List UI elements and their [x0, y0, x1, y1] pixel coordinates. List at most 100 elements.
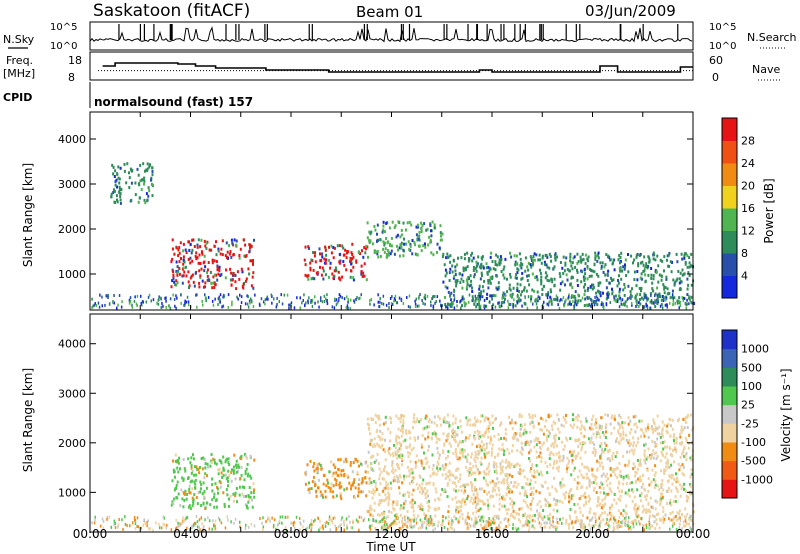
velocity-cell — [588, 426, 591, 430]
power-ground-cell — [555, 294, 558, 298]
power-cell — [571, 261, 574, 265]
velocity-cell — [428, 520, 431, 524]
velocity-cell — [654, 499, 657, 503]
power-cell — [402, 254, 405, 258]
velocity-cell — [544, 497, 547, 501]
velocity-cell — [479, 420, 482, 423]
velocity-cell — [557, 465, 560, 469]
power-cell — [453, 274, 456, 278]
velocity-cell — [344, 457, 347, 461]
power-cell — [475, 305, 478, 309]
power-ground-cell — [414, 305, 417, 308]
power-ground-cell — [239, 293, 241, 297]
velocity-cell — [601, 503, 604, 507]
velocity-cell — [520, 434, 523, 438]
velocity-cell — [476, 429, 479, 433]
velocity-cell — [622, 430, 625, 434]
velocity-cell — [517, 512, 520, 516]
velocity-cell — [206, 462, 209, 466]
velocity-cell — [213, 505, 216, 509]
velocity-ground-cell — [247, 525, 250, 529]
power-ground-cell — [204, 293, 206, 297]
power-cell — [182, 249, 185, 253]
velocity-cell — [457, 480, 460, 483]
velocity-cell — [243, 478, 246, 482]
power-cell — [352, 278, 355, 282]
power-cell — [203, 254, 206, 258]
velocity-ground-cell — [196, 520, 199, 524]
velocity-cell — [374, 526, 377, 530]
power-cell — [118, 177, 121, 181]
velocity-cell — [500, 448, 503, 452]
velocity-cell — [466, 524, 469, 528]
velocity-cell — [522, 432, 525, 436]
power-cell — [250, 284, 253, 288]
power-cell — [613, 258, 616, 262]
velocity-cell — [514, 434, 517, 438]
velocity-cell — [222, 473, 225, 477]
velocity-cell — [641, 474, 644, 477]
power-cell — [199, 274, 202, 278]
velocity-cell — [506, 478, 508, 482]
velocity-cell — [525, 441, 528, 444]
velocity-ground-cell — [331, 521, 334, 525]
power-cell — [607, 292, 610, 296]
velocity-cell — [654, 527, 657, 530]
velocity-cell — [645, 498, 648, 501]
power-cell — [495, 274, 498, 278]
velocity-cell — [470, 486, 473, 489]
power-cell — [476, 263, 479, 267]
velocity-cell — [550, 414, 553, 418]
power-ground-cell — [331, 305, 334, 309]
velocity-cell — [617, 429, 620, 433]
velocity-cell — [467, 453, 469, 457]
velocity-ground-cell — [612, 521, 615, 525]
power-cell — [544, 276, 547, 280]
power-cell — [391, 220, 394, 224]
velocity-cell — [253, 488, 256, 492]
power-cell — [207, 261, 210, 264]
power-cell — [670, 270, 673, 274]
power-cell — [139, 163, 142, 167]
power-ground-cell — [596, 297, 599, 300]
velocity-cell — [674, 446, 676, 450]
velocity-cell — [614, 440, 617, 443]
power-cell — [641, 260, 644, 264]
power-ground-cell — [478, 294, 481, 298]
power-cell — [116, 200, 119, 204]
velocity-cell — [672, 439, 675, 443]
velocity-cell — [231, 468, 233, 472]
velocity-cell — [547, 430, 550, 433]
velocity-cell — [566, 456, 569, 460]
power-cell — [313, 254, 316, 258]
velocity-cell — [613, 418, 616, 422]
velocity-ground-cell — [310, 528, 312, 532]
power-cell — [497, 281, 500, 285]
velocity-cell — [604, 436, 607, 439]
power-cell — [571, 286, 574, 290]
velocity-cell — [364, 476, 367, 480]
velocity-ground-cell — [624, 524, 626, 527]
power-cell — [341, 244, 344, 248]
velocity-cell — [226, 493, 229, 497]
velocity-cell — [611, 457, 614, 461]
velocity-cell — [691, 472, 694, 476]
power-cell — [482, 289, 485, 293]
velocity-cell — [518, 471, 521, 475]
velocity-cell — [374, 444, 377, 448]
velocity-cell — [638, 419, 641, 423]
power-cell — [587, 259, 590, 263]
velocity-cell — [428, 523, 431, 527]
power-cell — [653, 253, 656, 257]
velocity-cell — [466, 497, 469, 501]
velocity-ground-cell — [659, 518, 661, 522]
power-ground-cell — [325, 297, 327, 301]
velocity-cell — [308, 491, 311, 495]
power-cell — [690, 252, 693, 256]
power-cell — [509, 288, 512, 292]
power-ground-cell — [264, 302, 266, 306]
velocity-cell — [171, 500, 174, 504]
velocity-cell — [515, 512, 518, 516]
power-cell — [679, 271, 682, 275]
power-cell — [399, 235, 402, 239]
